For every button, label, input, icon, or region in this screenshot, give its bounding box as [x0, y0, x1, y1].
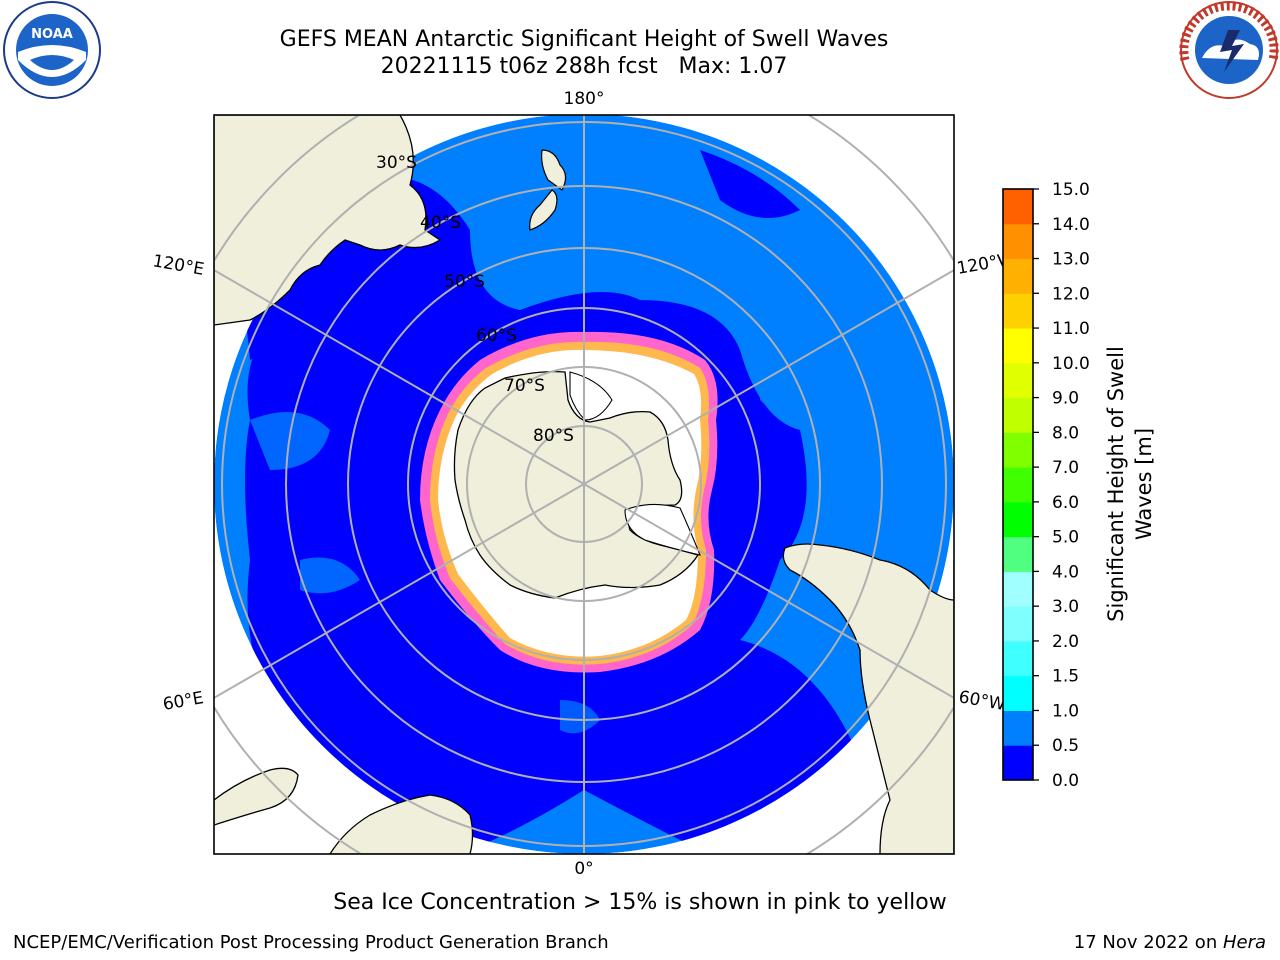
- lat-label-60s: 60°S: [476, 326, 517, 346]
- colorbar-segment: [1003, 293, 1033, 329]
- colorbar-segment: [1003, 571, 1033, 607]
- colorbar-tick-label: 2.0: [1052, 632, 1079, 652]
- colorbar-tick-label: 3.0: [1052, 597, 1079, 617]
- colorbar-tick-label: 12.0: [1052, 284, 1090, 304]
- colorbar-segment: [1003, 223, 1033, 260]
- sea-ice-caption: Sea Ice Concentration > 15% is shown in …: [333, 890, 947, 915]
- footer-host: Hera: [1222, 932, 1266, 953]
- colorbar-tick-label: 9.0: [1052, 389, 1079, 409]
- colorbar-segment: [1003, 640, 1033, 677]
- lon-label-0: 0°: [574, 859, 593, 879]
- colorbar-tick-label: 7.0: [1052, 458, 1079, 478]
- colorbar-tick-label: 8.0: [1052, 423, 1079, 443]
- colorbar-segment: [1003, 362, 1033, 399]
- chart-subtitle: 20221115 t06z 288h fcst Max: 1.07: [380, 54, 788, 79]
- footer-date-text: 17 Nov 2022 on: [1073, 932, 1223, 953]
- colorbar-segment: [1003, 536, 1033, 572]
- colorbar-tick-label: 1.0: [1052, 701, 1079, 721]
- colorbar-segment: [1003, 467, 1033, 503]
- map-frame: [213, 114, 955, 855]
- lon-label-60e: 60°E: [161, 688, 205, 715]
- lon-label-180: 180°: [564, 89, 605, 109]
- colorbar-tick-label: 13.0: [1052, 250, 1090, 270]
- lat-label-40s: 40°S: [420, 213, 461, 233]
- colorbar-frame: [1002, 188, 1034, 781]
- lat-label-30s: 30°S: [376, 153, 417, 173]
- colorbar-tick-label: 0.0: [1052, 771, 1079, 791]
- colorbar-segment: [1003, 675, 1033, 711]
- colorbar-tick-label: 11.0: [1052, 319, 1090, 339]
- colorbar-segment: [1003, 710, 1033, 746]
- colorbar-segment: [1003, 258, 1033, 294]
- colorbar-tick-label: 10.0: [1052, 354, 1090, 374]
- lat-label-80s: 80°S: [533, 426, 574, 446]
- colorbar-segment: [1003, 328, 1033, 364]
- colorbar: [1003, 189, 1033, 781]
- colorbar-tick-label: 1.5: [1052, 667, 1079, 687]
- colorbar-segment: [1003, 397, 1033, 433]
- lat-label-50s: 50°S: [444, 272, 485, 292]
- colorbar-tick-label: 0.5: [1052, 736, 1079, 756]
- colorbar-tick-label: 15.0: [1052, 180, 1090, 200]
- footer-branch: NCEP/EMC/Verification Post Processing Pr…: [13, 932, 609, 953]
- noaa-logo-text: NOAA: [31, 27, 73, 42]
- colorbar-label-line2: Waves [m]: [1132, 428, 1156, 540]
- colorbar-tick-label: 6.0: [1052, 493, 1079, 513]
- chart-title: GEFS MEAN Antarctic Significant Height o…: [279, 27, 889, 52]
- colorbar-segment: [1003, 501, 1033, 538]
- colorbar-segment: [1003, 189, 1033, 225]
- colorbar-label-line1: Significant Height of Swell: [1104, 346, 1128, 622]
- footer-date: 17 Nov 2022 on Hera: [1074, 932, 1266, 953]
- lat-label-70s: 70°S: [504, 376, 545, 396]
- colorbar-segment: [1003, 432, 1033, 468]
- nws-logo: [1179, 1, 1279, 99]
- graticule: [214, 115, 954, 854]
- colorbar-tick-label: 14.0: [1052, 215, 1090, 235]
- lon-label-120e: 120°E: [151, 251, 205, 280]
- colorbar-segment: [1003, 745, 1033, 781]
- colorbar-tick-label: 5.0: [1052, 528, 1079, 548]
- colorbar-segment: [1003, 606, 1033, 642]
- colorbar-ticks: 0.0 0.5 1.0 1.5 2.0 3.0 4.0 5.0 6.0 7.0 8.0 9.0 10.0…: [1033, 180, 1090, 791]
- lon-label-60w: 60°W: [957, 687, 1007, 715]
- colorbar-tick-label: 4.0: [1052, 562, 1079, 582]
- noaa-logo: NOAA: [3, 1, 101, 99]
